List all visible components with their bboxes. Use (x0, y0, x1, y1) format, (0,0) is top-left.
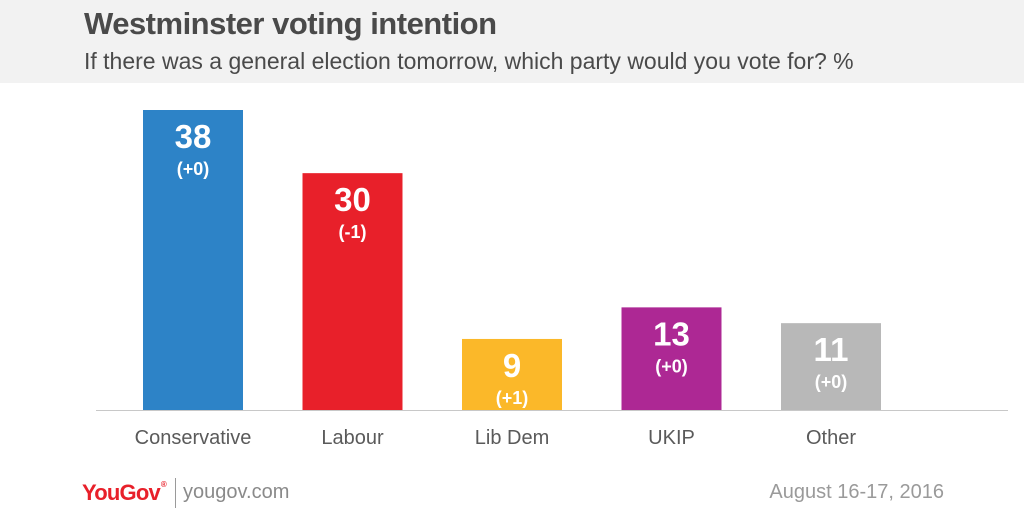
data-label-change-ukip: (+0) (655, 356, 688, 376)
data-label-value-lib-dem: 9 (503, 347, 521, 384)
x-tick-label-lib-dem: Lib Dem (475, 427, 549, 449)
data-label-value-ukip: 13 (653, 315, 690, 352)
bar-labour (302, 173, 403, 410)
data-label-change-lib-dem: (+1) (496, 388, 529, 408)
footer-date: August 16-17, 2016 (769, 481, 944, 503)
chart-header: Westminster voting intention If there wa… (0, 0, 1024, 83)
footer-site-link[interactable]: yougov.com (183, 481, 290, 503)
data-label-value-conservative: 38 (175, 118, 212, 155)
bar-other (781, 323, 881, 410)
data-label-value-other: 11 (814, 331, 849, 368)
x-tick-label-conservative: Conservative (135, 427, 252, 449)
logo-text: YouGov (82, 480, 161, 505)
footer-divider (175, 478, 176, 508)
x-tick-label-other: Other (806, 427, 856, 449)
bar-ukip (621, 307, 722, 410)
chart-subtitle: If there was a general election tomorrow… (84, 48, 854, 74)
chart-title: Westminster voting intention (84, 6, 497, 41)
data-label-value-labour: 30 (334, 181, 371, 218)
bar-lib-dem (462, 338, 562, 410)
bar-chart: 38 (+0) Conservative 30 (-1) Labour 9 (+1) Lib D… (96, 110, 1008, 449)
data-label-change-other: (+0) (815, 372, 848, 392)
x-tick-label-ukip: UKIP (648, 427, 695, 449)
data-label-change-labour: (-1) (339, 222, 367, 242)
data-label-change-conservative: (+0) (177, 159, 210, 179)
logo-registered-mark: ® (160, 480, 167, 489)
x-tick-label-labour: Labour (321, 427, 384, 449)
bar-conservative (143, 110, 243, 410)
yougov-logo: YouGov® (82, 480, 167, 506)
